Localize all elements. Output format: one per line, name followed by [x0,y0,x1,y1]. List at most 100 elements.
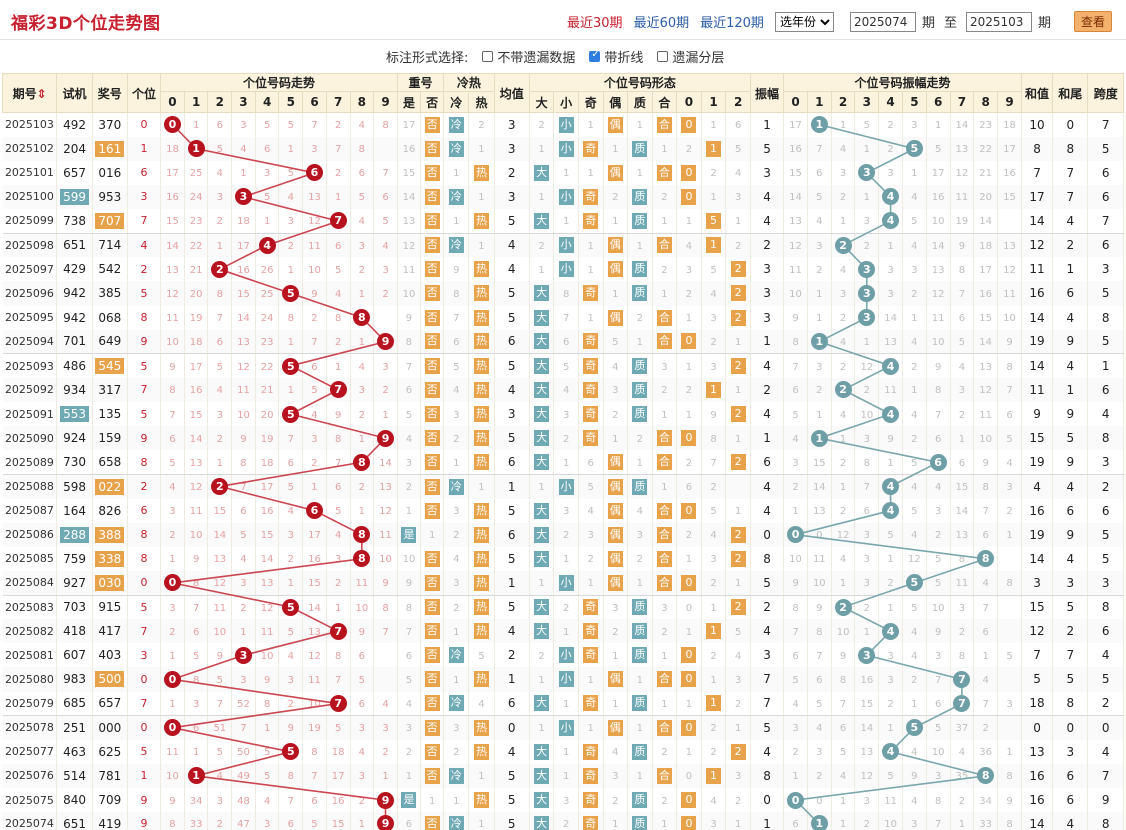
miss-value: 7 [192,602,200,614]
checkbox-checked-icon[interactable] [589,49,601,62]
form-tag: 大 [534,309,550,326]
amp-cell: 5 [750,715,785,740]
form-cell: 偶 [603,474,629,499]
cold-tag: 冷 [448,140,464,157]
amp-trend-cell: 13 [807,498,832,523]
form-cell: 1 [725,377,751,402]
span-cell: 3 [1087,257,1124,282]
from-issue-input[interactable] [849,11,916,32]
amp-trend-cell: 13 [973,353,999,378]
amp-trend-cell: 1 [831,474,856,499]
checkbox-icon[interactable] [482,51,494,62]
miss-value: 3 [1006,698,1013,710]
issue-cell: 2025095 [2,305,58,330]
trend-cell: 4 [207,377,233,402]
miss-value: 9 [839,650,847,662]
option-label: 不带遗漏数据 [497,51,576,66]
miss-value: 1 [562,168,570,180]
form-cell: 2 [676,281,702,306]
trend-cell: 6 [350,160,375,185]
form-cell: 大 [529,812,555,830]
amp-trend-cell: 5 [807,184,832,209]
form-cell: 质 [627,595,653,620]
miss-value: 3 [734,674,742,686]
miss-value: 9 [334,409,342,421]
repeat-yes-tag: 是 [401,526,417,543]
amp-trend-cell: 4 [902,522,927,547]
hotcold-cell: 4 [468,691,495,717]
miss-value: 4 [792,698,799,710]
miss-value: 7 [816,650,823,662]
miss-value: 1 [562,554,570,566]
trend-cell: 2 [207,474,233,499]
header-form-sub: 小 [553,91,579,113]
tail-cell: 9 [1052,402,1089,427]
miss-value: 5 [334,264,342,276]
form-cell: 2 [701,160,727,185]
amp-trend-cell: 3 [878,643,903,668]
trend-cell: 1 [184,763,209,788]
to-issue-input[interactable] [965,11,1032,32]
form-cell: 4 [701,522,727,547]
form-cell: 2 [652,377,678,402]
miss-value: 11 [237,385,250,397]
amp-trend-cell: 13 [926,257,951,282]
hotcold-cell: 3 [443,402,470,427]
miss-value: 2 [287,240,294,252]
trend-cell: 9 [160,353,185,378]
miss-value: 1 [538,144,545,156]
checkbox-icon[interactable] [657,51,669,62]
header-amp-trend: 个位号码振幅走势 [783,73,1022,92]
option-no-miss[interactable]: 不带遗漏数据 [482,47,575,66]
link-recent-120[interactable]: 最近120期 [700,16,764,31]
miss-value: 50 [237,747,250,759]
remainder-tag: 1 [706,237,722,254]
miss-value: 3 [311,144,318,156]
repeat-cell: 4 [397,426,422,451]
view-button[interactable]: 查看 [1073,11,1112,32]
link-recent-60[interactable]: 最近60期 [633,16,690,31]
remainder-tag: 2 [730,743,746,760]
miss-value: 7 [405,626,413,638]
miss-value: 6 [587,457,594,469]
form-tag: 奇 [583,140,599,157]
amp-trend-cell: 4 [878,498,903,523]
amp-trend-cell: 2 [878,112,903,137]
form-cell: 3 [701,353,727,378]
unit-ball: 7 [329,622,347,640]
miss-value: 1 [216,457,223,469]
amp-trend-cell: 12 [783,233,808,258]
prize-number-cell: 657 [92,691,128,717]
amp-trend-cell: 3 [807,739,832,764]
miss-value: 5 [216,747,223,759]
miss-value: 4 [240,144,247,156]
option-polyline[interactable]: 带折线 [589,47,643,66]
span-cell: 6 [1087,377,1124,402]
form-cell: 质 [627,353,653,378]
hotcold-cell: 2 [443,739,470,764]
amp-trend-cell: 9 [973,450,999,475]
trend-cell: 3 [373,257,398,282]
miss-value: 2 [911,361,918,373]
form-cell: 质 [627,377,653,402]
miss-value: 5 [240,530,247,542]
link-recent-30[interactable]: 最近30期 [567,16,623,31]
repeat-no-tag: 否 [424,237,440,254]
header-tail: 和尾 [1052,73,1089,113]
miss-value: 7 [710,457,717,469]
miss-value: 6 [792,385,799,397]
header-digit: 3 [231,91,256,113]
prize-number-cell: 161 [92,136,128,161]
year-select[interactable]: 选年份 [774,11,834,32]
span-cell: 7 [1087,112,1124,137]
amp-trend-cell: 4 [902,233,927,258]
form-cell: 4 [553,377,579,402]
sort-icon[interactable]: ⇕ [36,86,47,101]
option-layer[interactable]: 遗漏分层 [657,47,724,66]
span-cell: 5 [1087,546,1124,571]
test-number: 288 [60,526,89,543]
amp-trend-cell: 2 [807,763,832,788]
trend-cell: 13 [373,474,398,499]
form-tag: 合 [656,526,672,543]
miss-value: 4 [287,506,294,518]
